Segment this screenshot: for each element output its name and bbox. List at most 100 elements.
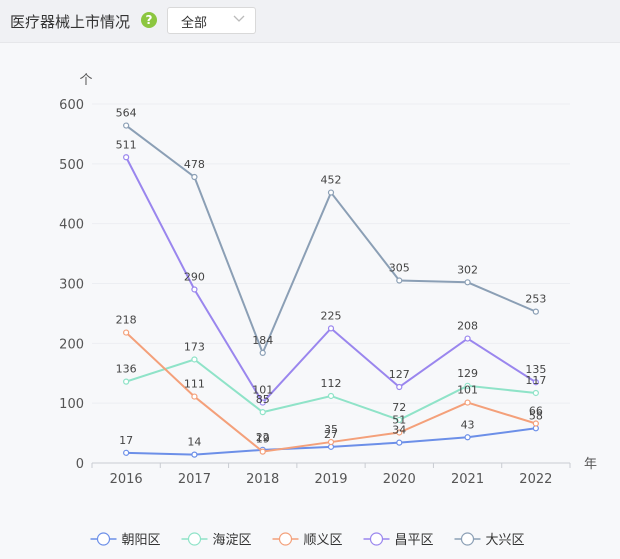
data-label: 564 (116, 107, 137, 120)
x-tick-label: 2022 (519, 472, 552, 487)
data-label: 85 (256, 393, 270, 406)
filter-selected-value: 全部 (181, 16, 208, 31)
data-point (327, 325, 335, 332)
data-label: 112 (321, 377, 342, 390)
data-label: 452 (321, 174, 342, 187)
data-point (532, 379, 539, 386)
x-tick-label: 2017 (178, 472, 211, 487)
data-point (259, 448, 266, 455)
x-tick-label: 2016 (110, 472, 143, 487)
data-label: 127 (389, 368, 410, 381)
data-point (259, 409, 266, 416)
x-tick-label: 2020 (383, 472, 416, 487)
legend-label: 昌平区 (395, 533, 434, 548)
data-label: 51 (392, 413, 406, 426)
page-title: 医疗器械上市情况 (10, 13, 131, 31)
data-label: 208 (457, 320, 478, 333)
x-tick-label: 2019 (314, 472, 347, 487)
data-point (396, 277, 403, 284)
data-point (396, 416, 403, 424)
question-circle-icon[interactable]: ? (141, 12, 157, 28)
data-point (464, 382, 471, 389)
data-point (191, 393, 198, 400)
data-point (123, 122, 130, 129)
legend-marker (96, 532, 111, 546)
data-point (123, 449, 130, 456)
data-point (191, 451, 198, 458)
data-label: 19 (256, 433, 270, 446)
y-tick-label: 300 (59, 278, 84, 293)
data-label: 225 (321, 309, 342, 322)
data-point (191, 356, 198, 363)
data-point (464, 279, 471, 286)
y-tick-label: 500 (59, 158, 84, 173)
data-label: 173 (184, 340, 205, 353)
data-label: 218 (116, 314, 137, 327)
data-point (464, 335, 471, 342)
data-label: 478 (184, 158, 205, 171)
data-label: 101 (252, 384, 273, 397)
data-label: 136 (116, 363, 137, 376)
data-point (123, 378, 130, 385)
y-tick-label: 0 (76, 457, 84, 472)
legend-label: 朝阳区 (122, 533, 161, 548)
header-bar: 医疗器械上市情况 ? 全部 (0, 0, 620, 43)
data-label: 58 (529, 409, 543, 422)
data-point (396, 429, 403, 436)
y-tick-label: 200 (59, 337, 84, 352)
data-point (259, 399, 266, 406)
data-point (396, 439, 403, 446)
legend-marker (460, 532, 475, 546)
x-tick-label: 2018 (246, 472, 279, 487)
data-point (259, 349, 266, 357)
legend-label: 顺义区 (304, 533, 343, 548)
data-label: 22 (256, 431, 270, 444)
data-label: 72 (392, 401, 406, 414)
y-tick-label: 400 (59, 218, 84, 233)
data-label: 17 (119, 434, 133, 447)
chart-panel: 0 100 200 300 400 500 600 2016 2017 2018 2019 2020 2… (0, 43, 620, 555)
data-label: 117 (525, 374, 546, 387)
data-point (532, 308, 539, 315)
legend-label: 海淀区 (213, 533, 252, 548)
data-point (191, 286, 198, 293)
data-point (191, 173, 198, 181)
data-point (532, 389, 539, 397)
y-tick-label: 600 (59, 98, 84, 113)
data-point (532, 420, 539, 427)
legend-marker (278, 532, 293, 546)
data-point (123, 329, 130, 336)
chevron-down-icon (233, 15, 245, 22)
data-label: 129 (457, 367, 478, 380)
data-point (464, 399, 471, 406)
data-point (327, 392, 335, 400)
y-tick-label: 100 (59, 397, 84, 412)
data-label: 305 (389, 262, 410, 275)
data-point (464, 434, 471, 441)
data-point (396, 383, 403, 391)
data-label: 43 (461, 418, 475, 431)
data-label: 184 (252, 334, 273, 347)
data-label: 66 (529, 405, 543, 418)
x-tick-label: 2021 (451, 472, 484, 487)
data-label: 253 (525, 293, 546, 306)
data-point (327, 189, 335, 196)
data-label: 34 (392, 424, 406, 437)
data-label: 27 (324, 428, 338, 441)
data-label: 135 (525, 363, 546, 376)
legend-marker (187, 532, 202, 546)
data-label: 302 (457, 263, 478, 276)
data-point (327, 438, 335, 446)
line-chart: 0 100 200 300 400 500 600 2016 2017 2018 2019 2020 2… (59, 73, 597, 548)
data-label: 111 (184, 378, 205, 391)
data-label: 511 (116, 138, 137, 151)
data-label: 101 (457, 384, 478, 397)
data-label: 290 (184, 270, 205, 283)
data-label: 14 (187, 436, 201, 449)
legend-label: 大兴区 (486, 533, 525, 548)
data-point (123, 154, 130, 161)
district-filter-select[interactable]: 全部 (167, 7, 256, 34)
x-axis-label: 年 (584, 457, 597, 472)
y-axis-label: 个 (79, 73, 92, 88)
data-label: 35 (324, 423, 338, 436)
